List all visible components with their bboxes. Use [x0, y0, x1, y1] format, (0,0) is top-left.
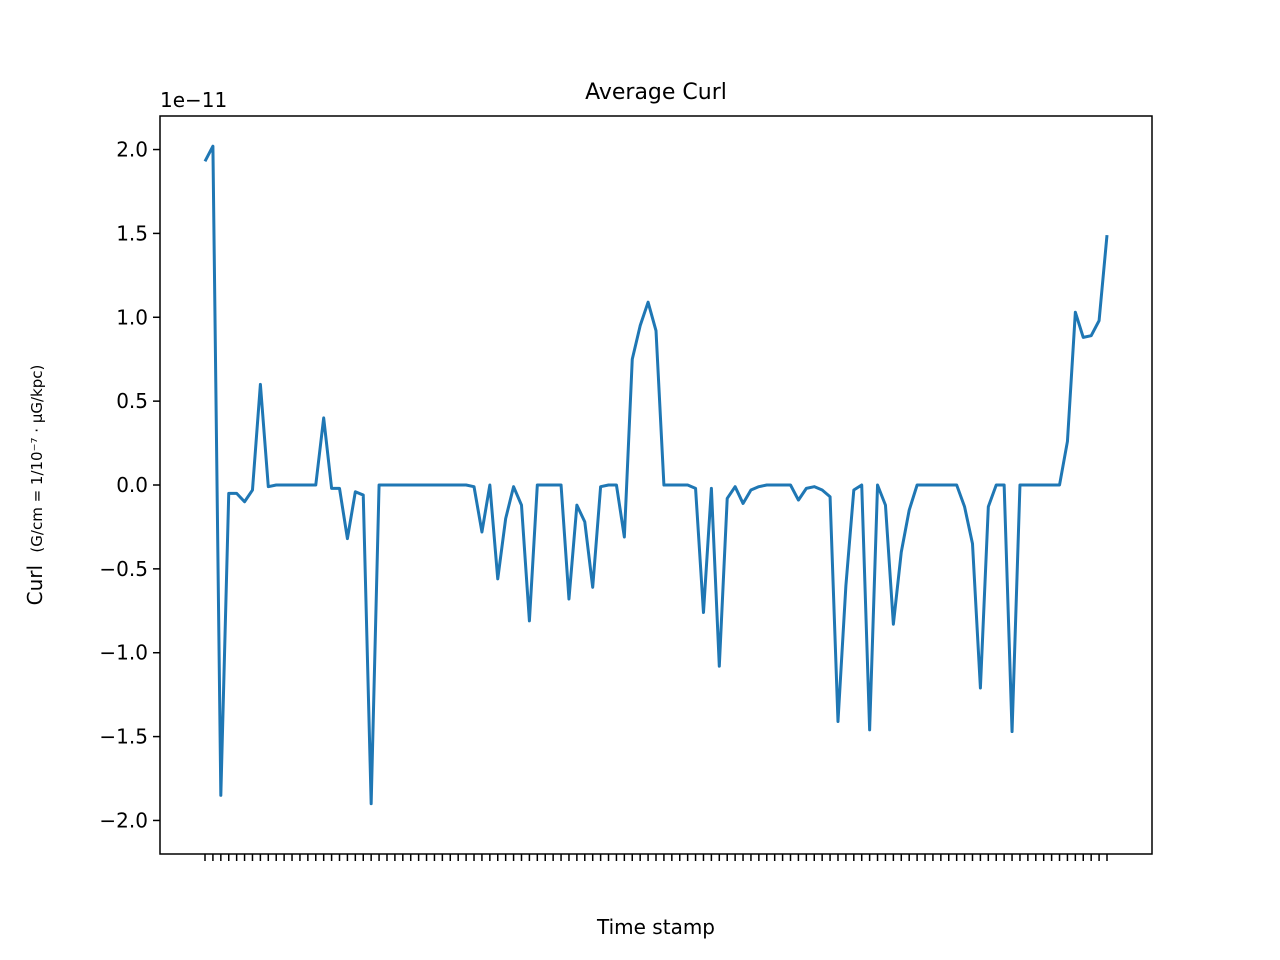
y-tick-label: −1.0 — [99, 641, 148, 665]
y-axis-label: Curl (G/cm = 1/10⁻⁷ · μG/kpc) — [23, 365, 47, 606]
y-axis-label-unit: (G/cm = 1/10⁻⁷ · μG/kpc) — [28, 365, 46, 553]
y-tick-label: 1.0 — [116, 305, 148, 329]
y-scale-label: 1e−11 — [160, 88, 227, 112]
y-tick-label: −2.0 — [99, 808, 148, 832]
y-tick-label: −0.5 — [99, 557, 148, 581]
series-line — [203, 144, 1109, 806]
y-tick-label: −1.5 — [99, 725, 148, 749]
chart-title: Average Curl — [585, 80, 727, 105]
y-axis: 2.0 1.5 1.0 0.5 0.0 −0.5 −1.0 −1.5 −2.0 — [99, 138, 160, 832]
y-tick-label: 0.0 — [116, 473, 148, 497]
y-axis-label-name: Curl — [23, 565, 47, 605]
x-axis — [204, 854, 1108, 861]
x-axis-label: Time stamp — [596, 915, 715, 939]
y-tick-label: 2.0 — [116, 138, 148, 162]
y-tick-label: 1.5 — [116, 221, 148, 245]
y-tick-label: 0.5 — [116, 389, 148, 413]
y-axis-label-group: Curl (G/cm = 1/10⁻⁷ · μG/kpc) — [23, 365, 47, 606]
